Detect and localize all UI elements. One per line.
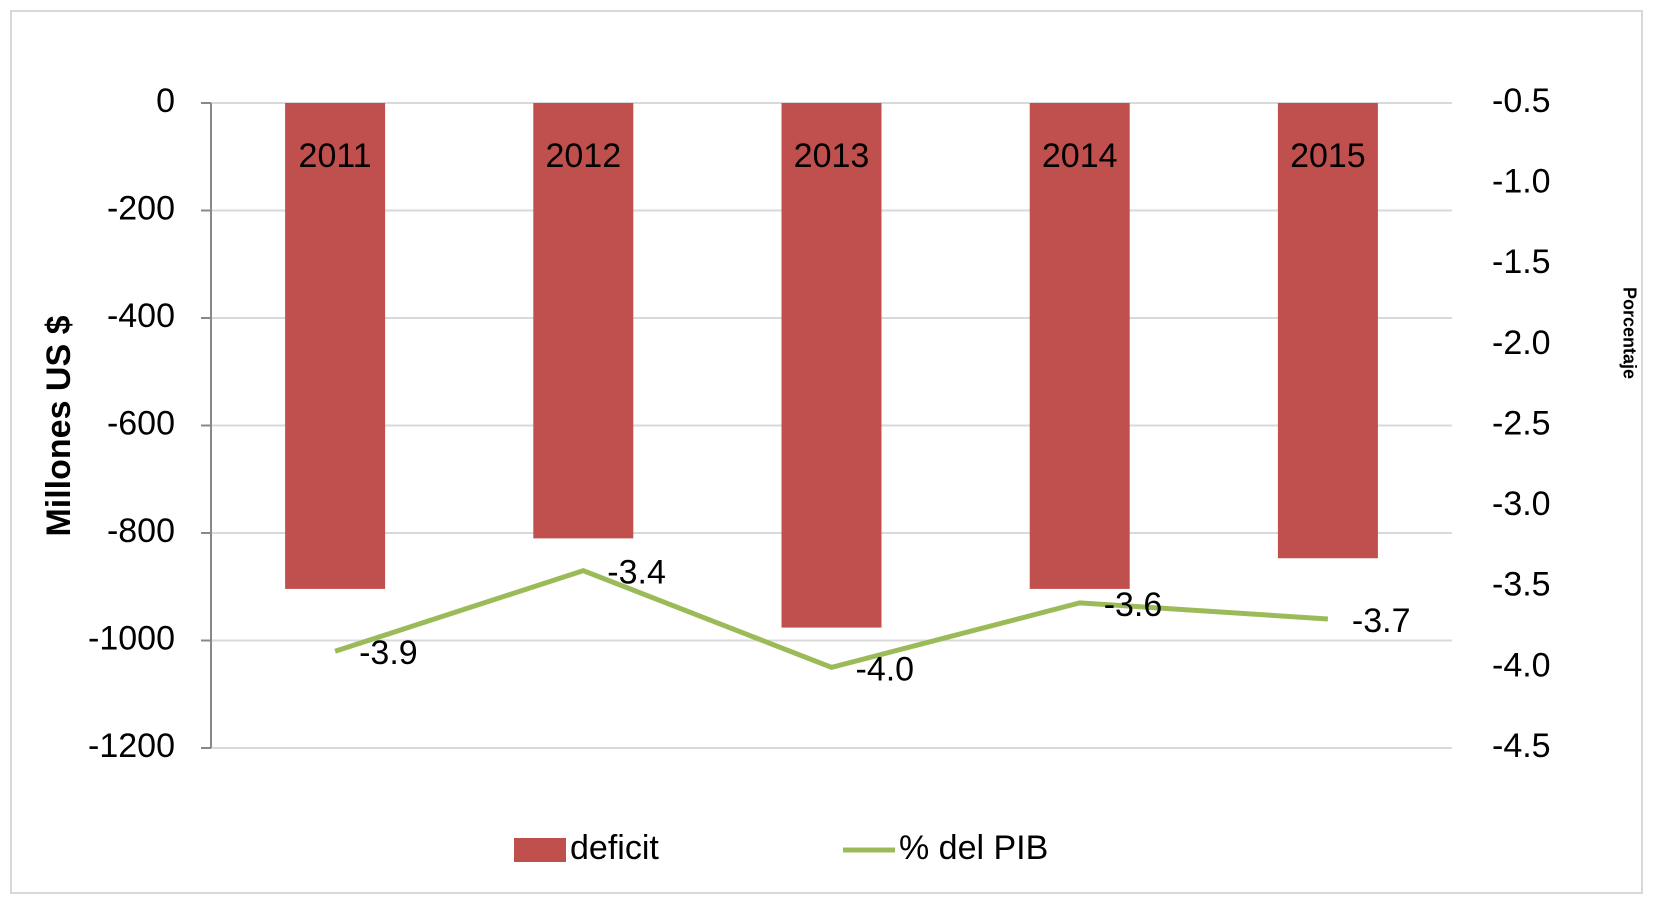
line xyxy=(334,567,1329,670)
legend-label: deficit xyxy=(570,829,659,867)
y2-tick-label: -3.5 xyxy=(1492,566,1551,604)
x-tick-label: 2012 xyxy=(545,137,621,175)
bar xyxy=(285,103,386,589)
data-label: -3.6 xyxy=(1104,586,1163,624)
legend-swatch xyxy=(514,838,566,862)
bar xyxy=(1029,103,1130,589)
bar xyxy=(781,103,882,628)
y-tick-label: -200 xyxy=(107,189,175,227)
y-axis-title: Millones US $ xyxy=(40,315,78,536)
x-tick-label: 2013 xyxy=(794,137,870,175)
bar xyxy=(1277,103,1378,559)
y2-axis-title: Porcentaje xyxy=(1619,287,1639,379)
x-tick-label: 2014 xyxy=(1042,137,1118,175)
y2-tick-label: -0.5 xyxy=(1492,82,1551,120)
legend-label: % del PIB xyxy=(899,829,1048,867)
data-label: -4.0 xyxy=(856,650,915,688)
y-tick-label: -600 xyxy=(107,404,175,442)
y2-tick-label: -4.0 xyxy=(1492,646,1551,684)
x-tick-label: 2015 xyxy=(1290,137,1366,175)
y-tick-label: 0 xyxy=(156,82,175,120)
x-tick-label: 2011 xyxy=(299,137,372,175)
y-tick-label: -1000 xyxy=(88,619,175,657)
y2-tick-label: -2.5 xyxy=(1492,404,1551,442)
data-label: -3.9 xyxy=(359,634,418,672)
y2-tick-label: -2.0 xyxy=(1492,324,1551,362)
y-tick-label: -400 xyxy=(107,297,175,335)
y-tick-label: -1200 xyxy=(88,727,175,765)
bar xyxy=(533,103,634,539)
y2-tick-label: -3.0 xyxy=(1492,485,1551,523)
data-label: -3.7 xyxy=(1352,602,1411,640)
y2-tick-label: -4.5 xyxy=(1492,727,1551,765)
y2-tick-label: -1.0 xyxy=(1492,163,1551,201)
y-tick-label: -800 xyxy=(107,512,175,550)
data-label: -3.4 xyxy=(607,554,666,592)
y2-tick-label: -1.5 xyxy=(1492,243,1551,281)
